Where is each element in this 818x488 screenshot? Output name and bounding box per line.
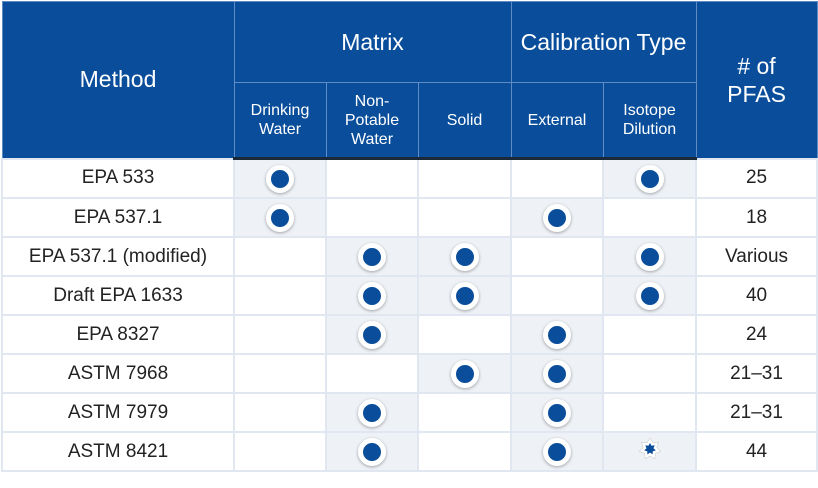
- check-cell: [510, 392, 604, 433]
- pfas-count-cell: 21–31: [695, 353, 818, 394]
- empty-cell: [417, 392, 512, 433]
- pfas-count-cell: 40: [695, 275, 818, 316]
- non-potable-water-header: Non-Potable Water: [325, 82, 419, 160]
- check-cell: [417, 353, 512, 394]
- empty-cell: [233, 353, 327, 394]
- pfas-count-cell: 18: [695, 197, 818, 238]
- pfas-count-cell: 24: [695, 314, 818, 355]
- check-cell: [325, 236, 419, 277]
- table-row: EPA 8327 24: [1, 314, 818, 355]
- dot-icon: [358, 281, 386, 310]
- empty-cell: [601, 197, 698, 238]
- dot-icon: [543, 437, 571, 466]
- check-cell: [510, 431, 604, 472]
- check-cell: [325, 275, 419, 316]
- dot-icon: [358, 398, 386, 427]
- dot-icon: [543, 398, 571, 427]
- empty-cell: [233, 314, 327, 355]
- method-cell: EPA 8327: [1, 314, 235, 355]
- pfas-count-cell: 25: [695, 157, 818, 199]
- check-cell: [325, 314, 419, 355]
- check-cell: [417, 275, 512, 316]
- empty-cell: [601, 353, 698, 394]
- dot-icon: [543, 320, 571, 349]
- check-cell: [510, 314, 604, 355]
- dot-icon: [543, 203, 571, 232]
- empty-cell: [325, 353, 419, 394]
- matrix-header: Matrix: [233, 1, 512, 83]
- empty-cell: [510, 157, 604, 199]
- check-cell: [601, 157, 698, 199]
- check-cell: [601, 431, 698, 472]
- empty-cell: [233, 431, 327, 472]
- empty-cell: [417, 197, 512, 238]
- check-cell: [601, 275, 698, 316]
- dot-icon: [635, 164, 664, 193]
- empty-cell: [601, 392, 698, 433]
- check-cell: [510, 197, 604, 238]
- dot-icon: [635, 281, 664, 310]
- empty-cell: [510, 236, 604, 277]
- dot-icon: [635, 242, 664, 271]
- table-row: EPA 537.1 18: [1, 197, 818, 238]
- dot-icon: [266, 164, 294, 193]
- pfas-header: # of PFAS: [695, 1, 818, 159]
- solid-header: Solid: [417, 82, 512, 160]
- pfas-methods-table: Method Matrix Calibration Type # of PFAS…: [1, 1, 818, 472]
- empty-cell: [325, 197, 419, 238]
- method-cell: EPA 533: [1, 157, 235, 199]
- pfas-count-cell: 44: [695, 431, 818, 472]
- star-icon: [637, 436, 663, 468]
- table-row: Draft EPA 1633 40: [1, 275, 818, 316]
- isotope-dilution-header: Isotope Dilution: [602, 82, 697, 160]
- table-row: ASTM 7968 21–31: [1, 353, 818, 394]
- empty-cell: [233, 236, 327, 277]
- check-cell: [325, 431, 419, 472]
- dot-icon: [358, 242, 386, 271]
- empty-cell: [510, 275, 604, 316]
- method-cell: Draft EPA 1633: [1, 275, 235, 316]
- method-cell: EPA 537.1 (modified): [1, 236, 235, 277]
- check-cell: [233, 197, 327, 238]
- dot-icon: [266, 203, 294, 232]
- table-row: EPA 533 25: [1, 157, 818, 199]
- dot-icon: [450, 281, 479, 310]
- table-row: EPA 537.1 (modified) Various: [1, 236, 818, 277]
- empty-cell: [233, 392, 327, 433]
- empty-cell: [417, 314, 512, 355]
- drinking-water-header: Drinking Water: [233, 82, 327, 160]
- calibration-header: Calibration Type: [510, 1, 697, 83]
- empty-cell: [417, 157, 512, 199]
- pfas-count-cell: Various: [695, 236, 818, 277]
- table-row: ASTM 8421 44: [1, 431, 818, 472]
- dot-icon: [358, 320, 386, 349]
- pfas-count-cell: 21–31: [695, 392, 818, 433]
- check-cell: [325, 392, 419, 433]
- method-header: Method: [1, 1, 235, 159]
- method-cell: EPA 537.1: [1, 197, 235, 238]
- method-cell: ASTM 7968: [1, 353, 235, 394]
- check-cell: [510, 353, 604, 394]
- dot-icon: [358, 437, 386, 466]
- table-row: ASTM 7979 21–31: [1, 392, 818, 433]
- check-cell: [601, 236, 698, 277]
- empty-cell: [325, 157, 419, 199]
- empty-cell: [417, 431, 512, 472]
- dot-icon: [450, 242, 479, 271]
- method-cell: ASTM 8421: [1, 431, 235, 472]
- dot-icon: [543, 359, 571, 388]
- external-header: External: [510, 82, 604, 160]
- empty-cell: [601, 314, 698, 355]
- check-cell: [233, 157, 327, 199]
- method-cell: ASTM 7979: [1, 392, 235, 433]
- empty-cell: [233, 275, 327, 316]
- dot-icon: [450, 359, 479, 388]
- check-cell: [417, 236, 512, 277]
